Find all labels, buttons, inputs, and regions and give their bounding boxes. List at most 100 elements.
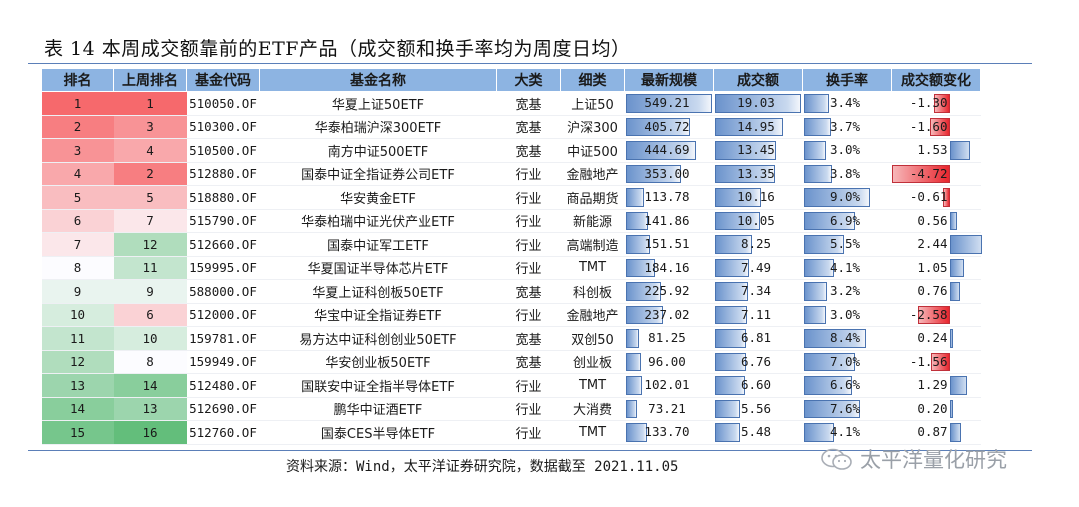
code-cell: 518880.OF <box>186 185 260 210</box>
scale-cell-bar <box>625 117 690 136</box>
code-cell-text: 588000.OF <box>189 283 257 299</box>
scale-cell: 237.02 <box>624 303 714 327</box>
table-title: 表 14 本周成交额靠前的ETF产品（成交额和换手率均为周度日均） <box>44 38 631 60</box>
header-code[interactable]: 基金代码 <box>186 68 260 92</box>
header-subcategory[interactable]: 细类 <box>560 68 625 92</box>
turnover-cell-value: 3.7% <box>829 118 861 134</box>
prev-rank-cell: 1 <box>113 91 187 116</box>
scale-cell-value: 96.00 <box>648 353 686 369</box>
scale-cell: 184.16 <box>624 256 714 280</box>
volume-change-value: 1.53 <box>917 142 948 157</box>
prev-rank-cell: 12 <box>113 232 187 257</box>
turnover-cell-bar <box>803 423 834 442</box>
category-cell-text: 宽基 <box>515 144 542 160</box>
volume-cell: 19.03 <box>713 91 803 116</box>
code-cell: 588000.OF <box>186 279 260 304</box>
header-volume[interactable]: 成交额 <box>713 68 803 92</box>
subcategory-cell-text: 沪深300 <box>567 121 618 137</box>
turnover-cell: 3.0% <box>802 303 892 327</box>
scale-cell-value: 353.00 <box>644 165 690 181</box>
turnover-cell: 6.9% <box>802 209 892 233</box>
volume-cell-value: 14.95 <box>737 118 775 134</box>
category-cell-text: 行业 <box>515 168 542 184</box>
scale-cell: 81.25 <box>624 326 714 351</box>
rank-cell-text: 12 <box>69 354 86 370</box>
prev-rank-cell-text: 4 <box>146 142 154 158</box>
turnover-cell-bar <box>803 352 855 371</box>
volume-cell: 13.35 <box>713 162 803 186</box>
header-prev-rank[interactable]: 上周排名 <box>113 68 187 92</box>
table-row: 7 12 512660.OF 国泰中证军工ETF 行业 高端制造 151.51 8.25 5.5… <box>41 232 982 257</box>
name-cell-text: 南方中证500ETF <box>327 144 429 160</box>
rank-cell: 15 <box>41 420 114 445</box>
name-cell: 国泰中证全指证券公司ETF <box>259 162 497 186</box>
header-name[interactable]: 基金名称 <box>259 68 497 92</box>
category-cell-text: 行业 <box>515 379 542 395</box>
prev-rank-cell-text: 5 <box>146 189 154 205</box>
category-cell: 行业 <box>496 420 561 445</box>
prev-rank-cell-text: 12 <box>142 236 158 252</box>
volume-change-value: 0.76 <box>917 283 948 298</box>
rank-cell-text: 6 <box>73 213 82 229</box>
turnover-cell-value: 6.9% <box>829 212 861 228</box>
scale-cell-value: 184.16 <box>644 259 690 275</box>
code-cell-text: 512880.OF <box>189 166 257 182</box>
watermark: 太平洋量化研究 <box>820 444 1007 474</box>
header-category[interactable]: 大类 <box>496 68 561 92</box>
prev-rank-cell-text: 13 <box>142 401 158 417</box>
header-rank[interactable]: 排名 <box>41 68 114 92</box>
volume-cell-value: 8.25 <box>740 236 772 252</box>
rank-cell: 14 <box>41 397 114 421</box>
header-volume-change[interactable]: 成交额变化 <box>891 68 981 92</box>
scale-cell-value: 133.70 <box>644 424 690 440</box>
scale-cell-value: 225.92 <box>644 283 690 299</box>
name-cell: 华泰柏瑞沪深300ETF <box>259 115 497 139</box>
volume-cell-value: 5.48 <box>740 424 772 440</box>
volume-cell: 6.81 <box>713 326 803 351</box>
scale-cell-bar <box>625 164 681 183</box>
name-cell-text: 华夏国证半导体芯片ETF <box>307 262 449 278</box>
scale-cell-value: 141.86 <box>644 212 690 228</box>
header-scale[interactable]: 最新规模 <box>624 68 714 92</box>
prev-rank-cell: 8 <box>113 350 187 374</box>
volume-change-cell: 1.05 <box>891 256 981 280</box>
turnover-cell-bar <box>803 235 844 254</box>
turnover-cell-bar <box>803 399 860 418</box>
subcategory-cell-text: TMT <box>578 260 607 276</box>
category-cell: 行业 <box>496 303 561 327</box>
name-cell: 国联安中证全指半导体ETF <box>259 373 497 398</box>
subcategory-cell-text: 金融地产 <box>566 168 619 184</box>
turnover-cell-value: 3.8% <box>829 165 861 181</box>
scale-cell: 444.69 <box>624 138 714 163</box>
prev-rank-cell: 5 <box>113 185 187 210</box>
category-cell: 宽基 <box>496 279 561 304</box>
name-cell: 华夏上证50ETF <box>259 91 497 116</box>
prev-rank-cell: 3 <box>113 115 187 139</box>
rank-cell-text: 9 <box>73 283 82 299</box>
volume-cell-bar <box>714 329 746 348</box>
code-cell: 512660.OF <box>186 232 260 257</box>
volume-cell: 8.25 <box>713 232 803 257</box>
table-row: 14 13 512690.OF 鹏华中证酒ETF 行业 大消费 73.21 5.56 7.6% 0… <box>41 397 981 421</box>
prev-rank-cell: 14 <box>113 373 187 398</box>
scale-cell: 405.72 <box>624 115 714 139</box>
volume-cell: 14.95 <box>713 115 803 139</box>
volume-change-bar <box>949 258 964 277</box>
rank-cell-text: 1 <box>73 95 82 111</box>
prev-rank-cell-text: 2 <box>146 166 154 182</box>
turnover-cell-bar <box>803 188 870 207</box>
volume-change-cell: 1.29 <box>891 373 981 398</box>
code-cell-text: 512760.OF <box>189 424 257 440</box>
category-cell-text: 宽基 <box>515 285 542 301</box>
volume-change-value: 0.56 <box>917 212 948 228</box>
turnover-cell-value: 7.0% <box>829 353 861 369</box>
volume-cell-bar <box>714 141 776 160</box>
volume-cell-value: 6.81 <box>740 330 772 346</box>
volume-cell-value: 6.76 <box>740 353 772 369</box>
volume-cell-value: 6.60 <box>740 377 772 393</box>
prev-rank-cell: 2 <box>113 162 187 186</box>
header-turnover[interactable]: 换手率 <box>802 68 892 92</box>
table-row: 9 9 588000.OF 华夏上证科创板50ETF 宽基 科创板 225.92 7.34 3.… <box>41 279 981 304</box>
rank-cell-text: 13 <box>69 377 86 393</box>
subcategory-cell: 金融地产 <box>560 162 625 186</box>
